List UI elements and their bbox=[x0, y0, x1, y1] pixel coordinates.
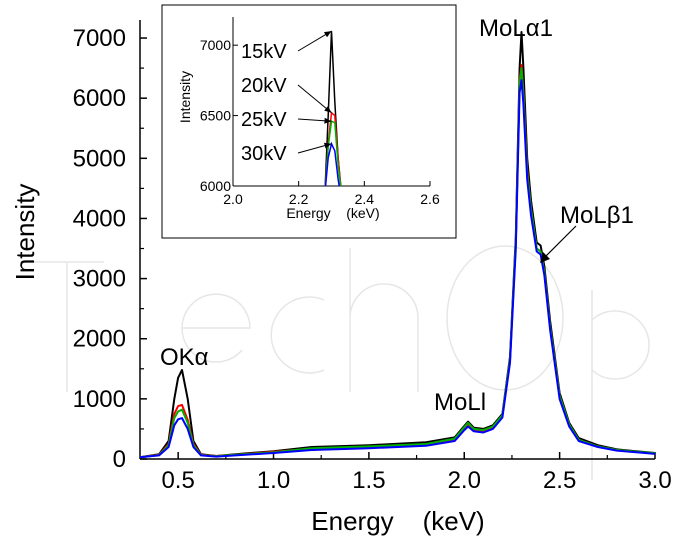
annotation-molb1: MoLβ1 bbox=[560, 202, 634, 229]
inset-series-line-3 bbox=[324, 141, 340, 186]
inset-y-tick-label: 6500 bbox=[200, 108, 231, 124]
inset-x-tick-label: 2.4 bbox=[355, 191, 375, 207]
inset-arrow-line bbox=[297, 84, 332, 114]
inset-arrow-head bbox=[324, 105, 332, 113]
main-x-tick-label: 1.5 bbox=[352, 467, 385, 494]
main-x-tick-label: 2.0 bbox=[448, 467, 481, 494]
main-x-ticks: 0.5 1.0 1.5 2.0 2.5 3.0 bbox=[161, 452, 672, 494]
main-y-ticks: 0 1000 2000 3000 4000 5000 6000 7000 bbox=[73, 25, 147, 473]
main-series-line-3 bbox=[139, 79, 656, 459]
main-series bbox=[139, 31, 656, 459]
main-y-tick-label: 4000 bbox=[73, 205, 126, 232]
inset-x-tick-label: 2.0 bbox=[223, 191, 243, 207]
inset-frame bbox=[161, 4, 457, 239]
main-annotations: OKα MoLl MoLα1 MoLβ1 bbox=[160, 15, 634, 416]
inset-x-tick-label: 2.6 bbox=[420, 191, 440, 207]
inset-arrow-head bbox=[323, 142, 332, 149]
inset-arrow-head bbox=[323, 31, 332, 38]
inset-y-tick-label: 6000 bbox=[200, 178, 231, 194]
inset-y-axis-title: Intensity bbox=[177, 71, 193, 123]
inset-series bbox=[324, 31, 342, 186]
inset-arrow-head bbox=[324, 117, 332, 124]
annotation-oka: OKα bbox=[160, 344, 209, 371]
molb1-arrow-line bbox=[544, 225, 577, 258]
main-y-tick-label: 7000 bbox=[73, 25, 126, 52]
main-y-tick-label: 6000 bbox=[73, 85, 126, 112]
inset-label-30kV: 30kV bbox=[241, 143, 287, 165]
inset-y-ticks: 6000 6500 7000 bbox=[200, 37, 238, 194]
annotation-mola1: MoLα1 bbox=[479, 15, 553, 42]
inset-x-ticks: 2.0 2.2 2.4 2.6 bbox=[223, 181, 440, 207]
main-y-axis-title: Intensity bbox=[10, 184, 40, 281]
inset-series-labels: 15kV 20kV 25kV 30kV bbox=[241, 30, 332, 165]
inset-y-tick-label: 7000 bbox=[200, 37, 231, 53]
main-y-tick-label: 5000 bbox=[73, 145, 126, 172]
main-x-tick-label: 3.0 bbox=[638, 467, 671, 494]
inset-label-20kV: 20kV bbox=[241, 75, 287, 97]
main-axes: 0.5 1.0 1.5 2.0 2.5 3.0 0 1000 2000 3000 4000 5000… bbox=[73, 20, 672, 494]
main-y-tick-label: 1000 bbox=[73, 386, 126, 413]
inset-x-axis-title: Energy (keV) bbox=[286, 205, 379, 221]
main-y-tick-label: 3000 bbox=[73, 266, 126, 293]
watermark bbox=[30, 245, 650, 480]
main-x-tick-label: 0.5 bbox=[161, 467, 194, 494]
inset-label-15kV: 15kV bbox=[241, 41, 287, 63]
main-x-tick-label: 1.0 bbox=[257, 467, 290, 494]
inset-label-25kV: 25kV bbox=[241, 109, 287, 131]
molb1-arrow-head bbox=[540, 252, 550, 263]
inset-panel: 2.0 2.2 2.4 2.6 6000 6500 7000 Energy (keV) I… bbox=[161, 4, 457, 239]
main-y-tick-label: 2000 bbox=[73, 326, 126, 353]
main-x-axis-title: Energy (keV) bbox=[311, 506, 484, 536]
main-x-tick-label: 2.5 bbox=[543, 467, 576, 494]
annotation-moll: MoLl bbox=[434, 389, 486, 416]
main-y-tick-label: 0 bbox=[113, 446, 126, 473]
inset-x-tick-label: 2.2 bbox=[289, 191, 309, 207]
